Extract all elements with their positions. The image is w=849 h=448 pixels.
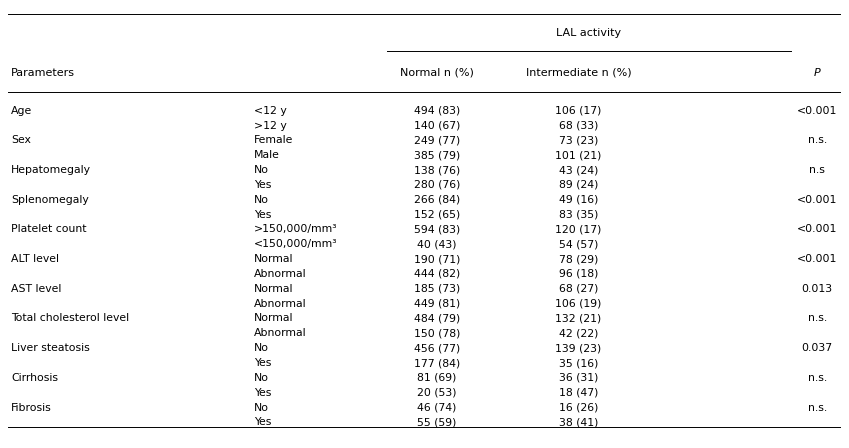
Text: 42 (22): 42 (22) xyxy=(559,328,598,338)
Text: Age: Age xyxy=(11,106,32,116)
Text: >12 y: >12 y xyxy=(254,121,287,130)
Text: 190 (71): 190 (71) xyxy=(413,254,460,264)
Text: 249 (77): 249 (77) xyxy=(413,135,460,146)
Text: 132 (21): 132 (21) xyxy=(555,314,602,323)
Text: Yes: Yes xyxy=(254,210,272,220)
Text: >150,000/mm³: >150,000/mm³ xyxy=(254,224,337,234)
Text: 385 (79): 385 (79) xyxy=(413,150,460,160)
Text: Platelet count: Platelet count xyxy=(11,224,87,234)
Text: 0.013: 0.013 xyxy=(801,284,833,294)
Text: 81 (69): 81 (69) xyxy=(418,373,457,383)
Text: 101 (21): 101 (21) xyxy=(555,150,602,160)
Text: n.s: n.s xyxy=(809,165,825,175)
Text: 106 (19): 106 (19) xyxy=(555,299,602,309)
Text: No: No xyxy=(254,402,269,413)
Text: 138 (76): 138 (76) xyxy=(413,165,460,175)
Text: Yes: Yes xyxy=(254,388,272,398)
Text: 16 (26): 16 (26) xyxy=(559,402,598,413)
Text: Total cholesterol level: Total cholesterol level xyxy=(11,314,129,323)
Text: Fibrosis: Fibrosis xyxy=(11,402,52,413)
Text: Parameters: Parameters xyxy=(11,68,75,78)
Text: 40 (43): 40 (43) xyxy=(417,239,457,249)
Text: Male: Male xyxy=(254,150,280,160)
Text: 68 (27): 68 (27) xyxy=(559,284,598,294)
Text: 456 (77): 456 (77) xyxy=(413,343,460,353)
Text: Cirrhosis: Cirrhosis xyxy=(11,373,58,383)
Text: 594 (83): 594 (83) xyxy=(413,224,460,234)
Text: 106 (17): 106 (17) xyxy=(555,106,602,116)
Text: Splenomegaly: Splenomegaly xyxy=(11,195,89,205)
Text: 152 (65): 152 (65) xyxy=(413,210,460,220)
Text: 49 (16): 49 (16) xyxy=(559,195,598,205)
Text: AST level: AST level xyxy=(11,284,61,294)
Text: P: P xyxy=(814,68,821,78)
Text: n.s.: n.s. xyxy=(807,314,827,323)
Text: 266 (84): 266 (84) xyxy=(413,195,460,205)
Text: No: No xyxy=(254,343,269,353)
Text: 150 (78): 150 (78) xyxy=(413,328,460,338)
Text: Yes: Yes xyxy=(254,358,272,368)
Text: Liver steatosis: Liver steatosis xyxy=(11,343,90,353)
Text: 18 (47): 18 (47) xyxy=(559,388,598,398)
Text: 484 (79): 484 (79) xyxy=(413,314,460,323)
Text: 54 (57): 54 (57) xyxy=(559,239,598,249)
Text: Normal: Normal xyxy=(254,314,294,323)
Text: <12 y: <12 y xyxy=(254,106,287,116)
Text: Abnormal: Abnormal xyxy=(254,299,306,309)
Text: 36 (31): 36 (31) xyxy=(559,373,598,383)
Text: 68 (33): 68 (33) xyxy=(559,121,598,130)
Text: Normal n (%): Normal n (%) xyxy=(400,68,474,78)
Text: 177 (84): 177 (84) xyxy=(413,358,460,368)
Text: <150,000/mm³: <150,000/mm³ xyxy=(254,239,337,249)
Text: n.s.: n.s. xyxy=(807,373,827,383)
Text: 78 (29): 78 (29) xyxy=(559,254,598,264)
Text: Abnormal: Abnormal xyxy=(254,328,306,338)
Text: 0.037: 0.037 xyxy=(801,343,833,353)
Text: 120 (17): 120 (17) xyxy=(555,224,602,234)
Text: 35 (16): 35 (16) xyxy=(559,358,598,368)
Text: Female: Female xyxy=(254,135,293,146)
Text: <0.001: <0.001 xyxy=(797,224,837,234)
Text: 83 (35): 83 (35) xyxy=(559,210,598,220)
Text: <0.001: <0.001 xyxy=(797,195,837,205)
Text: Sex: Sex xyxy=(11,135,31,146)
Text: 43 (24): 43 (24) xyxy=(559,165,598,175)
Text: 449 (81): 449 (81) xyxy=(413,299,460,309)
Text: 73 (23): 73 (23) xyxy=(559,135,598,146)
Text: No: No xyxy=(254,165,269,175)
Text: 280 (76): 280 (76) xyxy=(413,180,460,190)
Text: Abnormal: Abnormal xyxy=(254,269,306,279)
Text: Yes: Yes xyxy=(254,418,272,427)
Text: 139 (23): 139 (23) xyxy=(555,343,602,353)
Text: No: No xyxy=(254,373,269,383)
Text: <0.001: <0.001 xyxy=(797,254,837,264)
Text: 46 (74): 46 (74) xyxy=(418,402,457,413)
Text: No: No xyxy=(254,195,269,205)
Text: <0.001: <0.001 xyxy=(797,106,837,116)
Text: Normal: Normal xyxy=(254,254,294,264)
Text: Hepatomegaly: Hepatomegaly xyxy=(11,165,91,175)
Text: 444 (82): 444 (82) xyxy=(413,269,460,279)
Text: 89 (24): 89 (24) xyxy=(559,180,598,190)
Text: 96 (18): 96 (18) xyxy=(559,269,598,279)
Text: ALT level: ALT level xyxy=(11,254,59,264)
Text: Normal: Normal xyxy=(254,284,294,294)
Text: Intermediate n (%): Intermediate n (%) xyxy=(526,68,632,78)
Text: 38 (41): 38 (41) xyxy=(559,418,598,427)
Text: Yes: Yes xyxy=(254,180,272,190)
Text: n.s.: n.s. xyxy=(807,135,827,146)
Text: LAL activity: LAL activity xyxy=(556,28,621,38)
Text: 20 (53): 20 (53) xyxy=(417,388,457,398)
Text: 55 (59): 55 (59) xyxy=(418,418,457,427)
Text: n.s.: n.s. xyxy=(807,402,827,413)
Text: 494 (83): 494 (83) xyxy=(413,106,460,116)
Text: 140 (67): 140 (67) xyxy=(413,121,460,130)
Text: 185 (73): 185 (73) xyxy=(413,284,460,294)
